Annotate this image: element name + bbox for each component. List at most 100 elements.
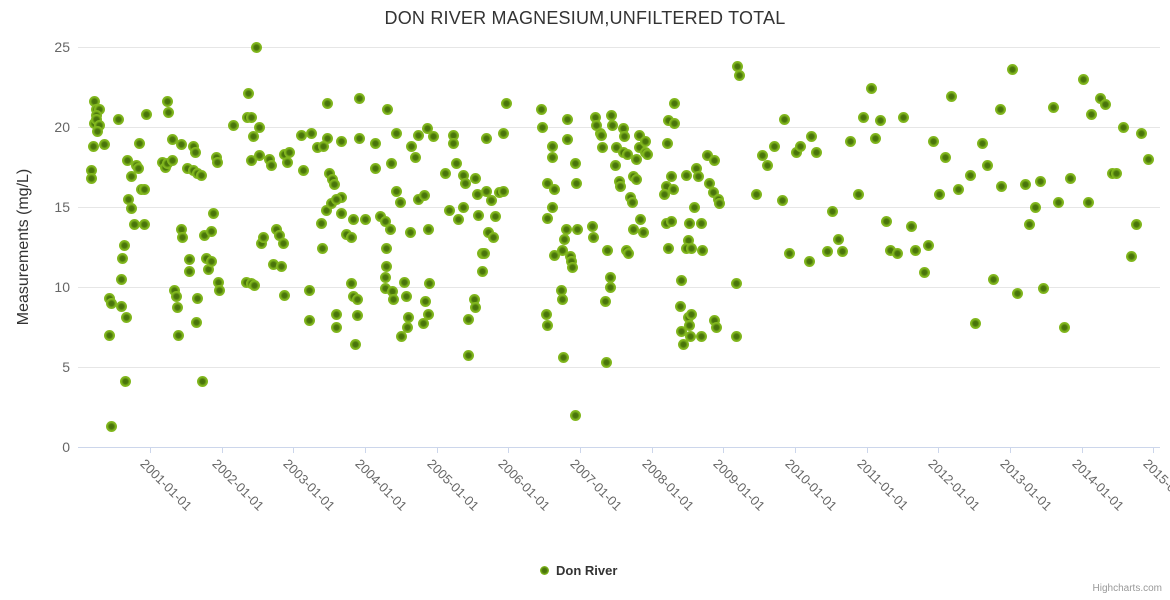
data-point[interactable]	[270, 223, 282, 235]
data-point[interactable]	[422, 308, 434, 320]
data-point[interactable]	[162, 95, 174, 107]
data-point[interactable]	[757, 150, 769, 162]
data-point[interactable]	[345, 231, 357, 243]
data-point[interactable]	[315, 217, 327, 229]
data-point[interactable]	[750, 188, 762, 200]
data-point[interactable]	[604, 281, 616, 293]
data-point[interactable]	[115, 300, 127, 312]
data-point[interactable]	[354, 92, 366, 104]
data-point[interactable]	[354, 132, 366, 144]
data-point[interactable]	[265, 159, 277, 171]
data-point[interactable]	[970, 318, 982, 330]
data-point[interactable]	[1019, 179, 1031, 191]
data-point[interactable]	[379, 215, 391, 227]
data-point[interactable]	[865, 83, 877, 95]
data-point[interactable]	[626, 196, 638, 208]
data-point[interactable]	[500, 97, 512, 109]
data-point[interactable]	[176, 231, 188, 243]
data-point[interactable]	[565, 255, 577, 267]
data-point[interactable]	[140, 108, 152, 120]
data-point[interactable]	[87, 140, 99, 152]
data-point[interactable]	[480, 185, 492, 197]
data-point[interactable]	[254, 121, 266, 133]
data-point[interactable]	[472, 209, 484, 221]
data-point[interactable]	[112, 113, 124, 125]
data-point[interactable]	[641, 148, 653, 160]
data-point[interactable]	[485, 195, 497, 207]
data-point[interactable]	[561, 134, 573, 146]
data-point[interactable]	[444, 204, 456, 216]
data-point[interactable]	[297, 164, 309, 176]
data-point[interactable]	[1125, 251, 1137, 263]
data-point[interactable]	[965, 169, 977, 181]
data-point[interactable]	[897, 111, 909, 123]
data-point[interactable]	[386, 158, 398, 170]
data-point[interactable]	[246, 111, 258, 123]
data-point[interactable]	[684, 217, 696, 229]
data-point[interactable]	[667, 183, 679, 195]
data-point[interactable]	[403, 311, 415, 323]
data-point[interactable]	[322, 97, 334, 109]
data-point[interactable]	[1053, 196, 1065, 208]
data-point[interactable]	[615, 180, 627, 192]
data-point[interactable]	[1094, 92, 1106, 104]
data-point[interactable]	[335, 135, 347, 147]
data-point[interactable]	[322, 132, 334, 144]
data-point[interactable]	[93, 103, 105, 115]
data-point[interactable]	[638, 227, 650, 239]
data-point[interactable]	[406, 140, 418, 152]
data-point[interactable]	[549, 183, 561, 195]
data-point[interactable]	[191, 316, 203, 328]
data-point[interactable]	[946, 91, 958, 103]
data-point[interactable]	[388, 294, 400, 306]
data-point[interactable]	[659, 188, 671, 200]
data-point[interactable]	[627, 223, 639, 235]
data-point[interactable]	[790, 147, 802, 159]
data-point[interactable]	[424, 278, 435, 290]
data-point[interactable]	[267, 259, 279, 271]
data-point[interactable]	[708, 155, 720, 167]
data-point[interactable]	[731, 278, 743, 290]
data-point[interactable]	[558, 351, 570, 363]
data-point[interactable]	[317, 140, 329, 152]
data-point[interactable]	[542, 212, 554, 224]
data-point[interactable]	[105, 420, 117, 432]
data-point[interactable]	[779, 113, 791, 125]
data-point[interactable]	[731, 331, 743, 343]
data-point[interactable]	[836, 246, 848, 258]
data-point[interactable]	[88, 95, 100, 107]
data-point[interactable]	[409, 151, 421, 163]
data-point[interactable]	[421, 123, 433, 135]
data-point[interactable]	[540, 308, 552, 320]
data-point[interactable]	[1099, 99, 1111, 111]
data-point[interactable]	[556, 244, 568, 256]
data-point[interactable]	[674, 300, 686, 312]
data-point[interactable]	[171, 291, 183, 303]
data-point[interactable]	[183, 254, 195, 266]
data-point[interactable]	[401, 321, 413, 333]
data-point[interactable]	[690, 163, 702, 175]
data-point[interactable]	[487, 231, 499, 243]
data-point[interactable]	[99, 139, 111, 151]
data-point[interactable]	[713, 198, 725, 210]
data-point[interactable]	[597, 142, 609, 154]
data-point[interactable]	[381, 243, 392, 255]
data-point[interactable]	[348, 214, 360, 226]
data-point[interactable]	[257, 231, 269, 243]
data-point[interactable]	[274, 230, 286, 242]
data-point[interactable]	[325, 198, 337, 210]
data-point[interactable]	[599, 295, 611, 307]
data-point[interactable]	[610, 159, 622, 171]
data-point[interactable]	[783, 247, 795, 259]
data-point[interactable]	[387, 286, 399, 298]
data-point[interactable]	[459, 177, 471, 189]
data-point[interactable]	[167, 155, 179, 167]
data-point[interactable]	[381, 260, 392, 272]
data-point[interactable]	[104, 329, 116, 341]
data-point[interactable]	[567, 262, 579, 274]
data-point[interactable]	[448, 137, 460, 149]
data-point[interactable]	[133, 137, 145, 149]
data-point[interactable]	[138, 219, 150, 231]
data-point[interactable]	[384, 223, 396, 235]
data-point[interactable]	[404, 227, 416, 239]
